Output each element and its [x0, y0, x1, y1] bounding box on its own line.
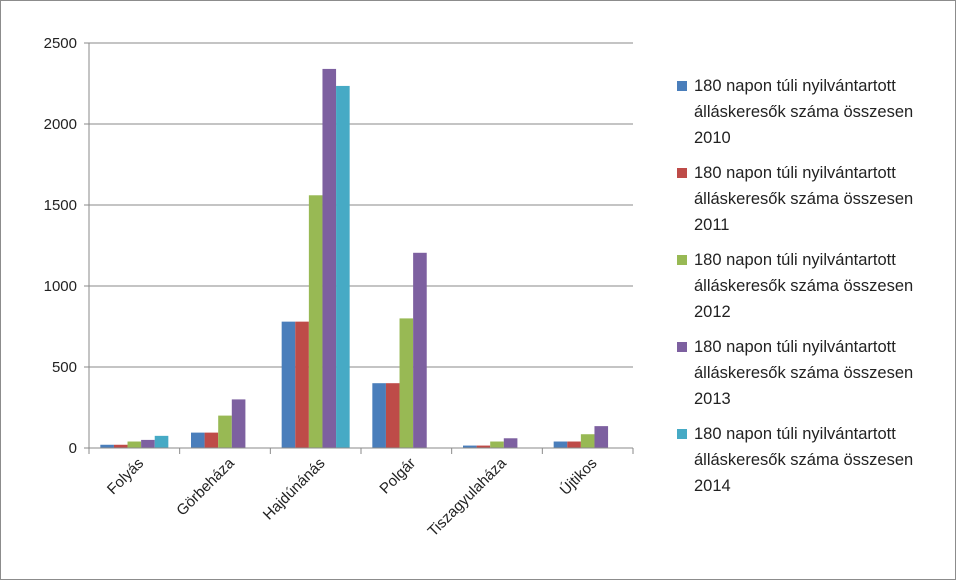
bar [567, 441, 581, 448]
legend-item: 180 napon túli nyilvántartott álláskeres… [677, 334, 952, 412]
bar [413, 252, 427, 448]
axes [88, 43, 634, 454]
bar [476, 445, 491, 448]
y-tick-label: 0 [69, 440, 77, 457]
legend-swatch [677, 255, 687, 265]
bar [594, 426, 609, 448]
x-category-label: Görbeháza [173, 454, 238, 519]
x-category-label: Hajdúnánás [260, 455, 329, 524]
bar [308, 195, 323, 448]
bar-chart: 0 500 1000 1500 2000 2500 Folyás Görbeháza Hajd… [44, 35, 634, 540]
bar [503, 438, 518, 448]
x-category-label: Újtikos [557, 455, 601, 499]
legend-item: 180 napon túli nyilvántartott álláskeres… [677, 160, 952, 238]
x-category-label: Folyás [104, 455, 147, 498]
bar [463, 445, 477, 448]
bar [127, 441, 142, 448]
legend-swatch [677, 168, 687, 178]
y-tick-label: 2500 [44, 35, 77, 52]
legend-label: 180 napon túli nyilvántartott álláskeres… [694, 164, 914, 234]
bar [322, 68, 337, 449]
x-category-label: Tiszagyulaháza [425, 454, 511, 540]
legend-label: 180 napon túli nyilvántartott álláskeres… [694, 251, 914, 321]
bar [580, 434, 595, 448]
legend-item: 180 napon túli nyilvántartott álláskeres… [677, 73, 952, 151]
legend-swatch [677, 81, 687, 91]
legend-label: 180 napon túli nyilvántartott álláskeres… [694, 77, 914, 147]
bar [372, 383, 386, 448]
bar [231, 399, 246, 448]
y-tick-label: 500 [52, 359, 77, 376]
bar [336, 85, 350, 449]
bar [385, 383, 400, 448]
bar [154, 435, 169, 448]
legend-swatch [677, 342, 687, 352]
y-tick-label: 1000 [44, 278, 77, 295]
x-category-label: Polgár [376, 455, 419, 498]
legend: 180 napon túli nyilvántartott álláskeres… [677, 73, 952, 508]
category-labels: Folyás Görbeháza Hajdúnánás Polgár Tiszagyul… [104, 454, 601, 540]
bars [100, 68, 609, 449]
legend-item: 180 napon túli nyilvántartott álláskeres… [677, 247, 952, 325]
legend-label: 180 napon túli nyilvántartott álláskeres… [694, 425, 914, 495]
legend-label: 180 napon túli nyilvántartott álláskeres… [694, 338, 914, 408]
bar [218, 415, 232, 448]
y-tick-label: 1500 [44, 197, 77, 214]
bar [281, 321, 296, 448]
bar [553, 441, 568, 448]
bar [141, 439, 155, 448]
bar [490, 441, 504, 448]
bar [204, 432, 219, 448]
legend-item: 180 napon túli nyilvántartott álláskeres… [677, 421, 952, 499]
bar [113, 444, 128, 448]
bar [100, 444, 114, 448]
legend-swatch [677, 429, 687, 439]
y-axis-ticks: 0 500 1000 1500 2000 2500 [44, 35, 89, 457]
bar [191, 432, 205, 448]
bar [295, 321, 309, 448]
gridlines [89, 42, 633, 368]
y-tick-label: 2000 [44, 116, 77, 133]
bar [399, 318, 414, 448]
